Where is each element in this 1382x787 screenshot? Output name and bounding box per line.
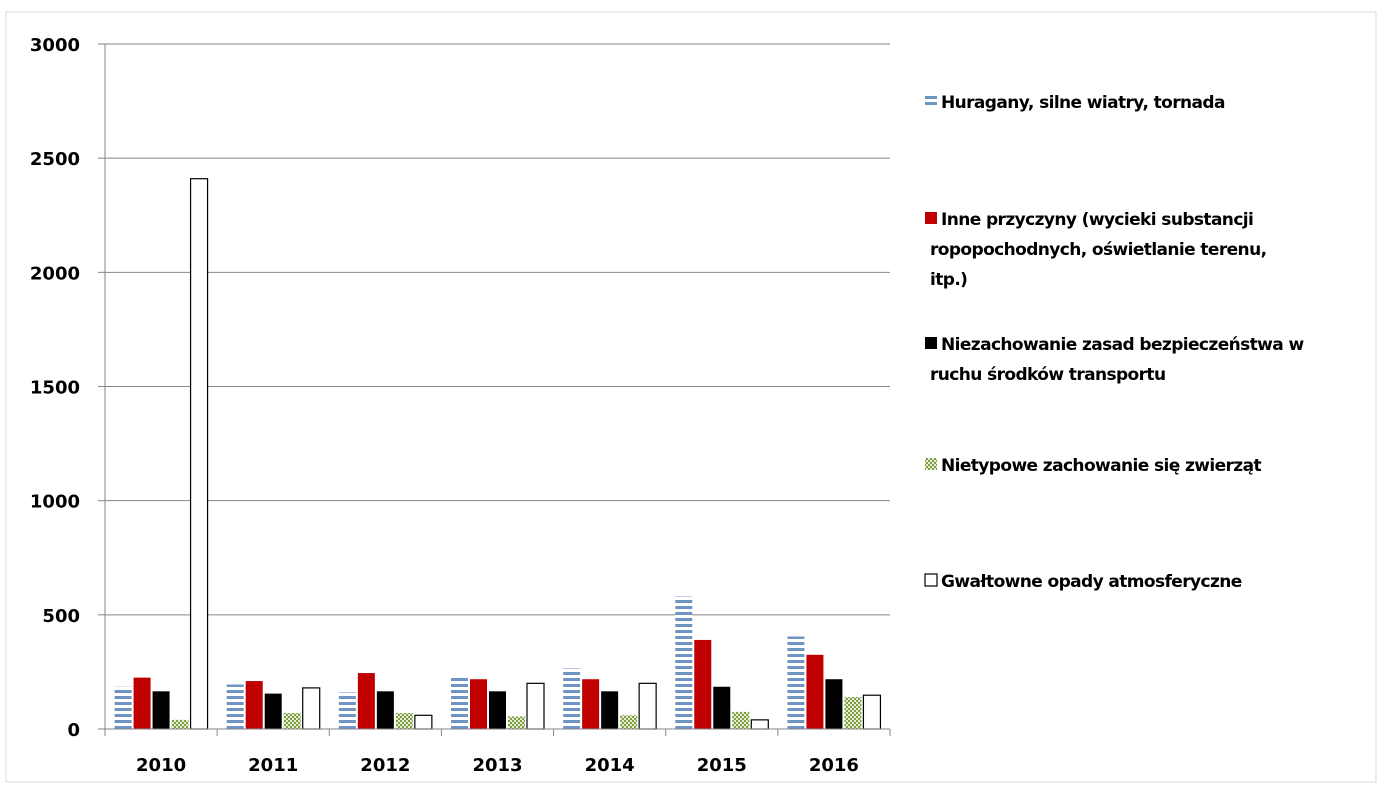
legend-swatch (925, 212, 937, 224)
x-tick-label: 2013 (472, 755, 522, 776)
y-tick-label: 500 (42, 606, 80, 627)
y-axis-ticks: 0 500 1000 1500 2000 2500 3000 (30, 35, 105, 741)
legend-label: Niezachowanie zasad bezpieczeństwa w (941, 335, 1304, 355)
x-axis-ticks: 2010 2011 2012 2013 2014 2015 2016 (104, 729, 891, 776)
bar-1-2010 (114, 686, 132, 729)
y-tick-label: 0 (67, 720, 80, 741)
y-tick-label: 1000 (30, 492, 80, 513)
x-tick-label: 2010 (136, 755, 186, 776)
bar-4-2014 (620, 715, 638, 729)
legend-label: Inne przyczyny (wycieki substancji (941, 210, 1253, 230)
bar-2-2015 (694, 639, 712, 729)
bar-3-2015 (713, 686, 731, 729)
bar-3-2011 (264, 693, 282, 729)
bars (114, 178, 882, 730)
legend-label: ropopochodnych, oświetlanie terenu, (930, 240, 1266, 260)
legend-label: Gwałtowne opady atmosferyczne (941, 572, 1242, 592)
y-tick-label: 2000 (30, 263, 80, 284)
legend-label: Nietypowe zachowanie się zwierząt (941, 456, 1261, 476)
bar-1-2011 (226, 684, 244, 729)
bar-1-2013 (451, 676, 468, 729)
bar-4-2011 (283, 713, 301, 729)
bar-5-2012 (414, 714, 433, 730)
bar-5-2014 (638, 682, 657, 730)
bar-2-2012 (357, 673, 375, 729)
bar-1-2016 (787, 636, 805, 729)
bar-3-2014 (601, 691, 619, 729)
bar-2-2014 (582, 679, 600, 729)
legend-entry-4: Nietypowe zachowanie się zwierząt (925, 456, 1262, 476)
x-tick-label: 2014 (585, 755, 635, 776)
legend: Huragany, silne wiatry, tornada Inne przy… (924, 93, 1305, 592)
bar-3-2016 (825, 679, 843, 729)
gridlines (105, 43, 890, 616)
bar-5-2016 (862, 694, 882, 730)
bar-5-2015 (750, 719, 769, 730)
bar-1-2012 (338, 692, 356, 729)
legend-label: Huragany, silne wiatry, tornada (941, 93, 1225, 113)
bar-3-2013 (489, 691, 506, 729)
y-tick-label: 3000 (30, 35, 80, 56)
legend-entry-3: Niezachowanie zasad bezpieczeństwa w ruch… (925, 335, 1305, 385)
legend-entry-1: Huragany, silne wiatry, tornada (925, 93, 1226, 113)
y-tick-label: 1500 (30, 378, 80, 399)
legend-swatch (924, 573, 938, 587)
bar-4-2010 (171, 719, 189, 729)
bar-5-2013 (526, 682, 545, 730)
bar-2-2013 (470, 679, 487, 729)
bar-2-2016 (806, 654, 824, 729)
bar-4-2015 (732, 711, 750, 729)
x-tick-label: 2011 (248, 755, 298, 776)
x-tick-label: 2012 (360, 755, 410, 776)
bar-1-2014 (563, 668, 581, 729)
bar-4-2013 (508, 716, 525, 729)
x-tick-label: 2016 (809, 755, 859, 776)
legend-swatch (925, 458, 937, 470)
legend-label: ruchu środków transportu (930, 365, 1165, 385)
legend-swatch (925, 95, 937, 107)
bar-1-2015 (675, 596, 693, 729)
bar-3-2012 (376, 691, 394, 729)
bar-5-2010 (189, 178, 209, 730)
legend-entry-5: Gwałtowne opady atmosferyczne (924, 572, 1242, 592)
y-tick-label: 2500 (30, 149, 80, 170)
bar-5-2011 (302, 687, 321, 730)
legend-swatch (925, 337, 937, 349)
bar-4-2016 (844, 697, 862, 729)
bar-2-2011 (245, 681, 263, 729)
legend-label: itp.) (930, 270, 967, 290)
bar-4-2012 (395, 713, 413, 729)
x-tick-label: 2015 (697, 755, 747, 776)
bar-3-2010 (152, 691, 170, 729)
legend-entry-2: Inne przyczyny (wycieki substancji ropopo… (925, 210, 1267, 290)
bar-2-2010 (133, 677, 151, 729)
